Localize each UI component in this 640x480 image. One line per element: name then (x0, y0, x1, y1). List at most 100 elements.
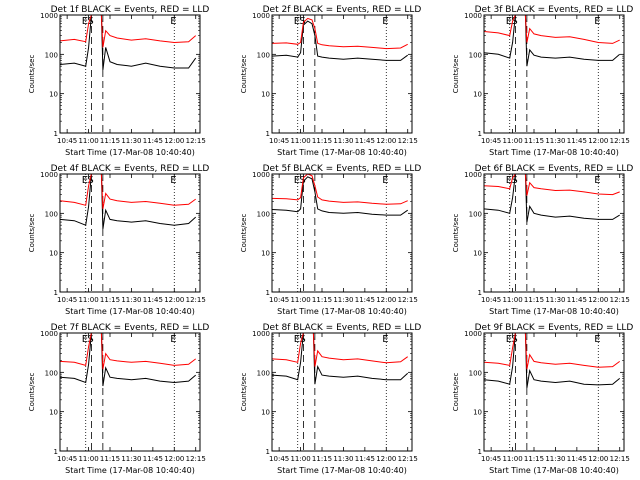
x-axis-label: Start Time (17-Mar-08 10:40:40) (277, 466, 407, 475)
chart-title: Det 5f BLACK = Events, RED = LLD (263, 164, 422, 174)
y-tick-label: 10 (261, 91, 270, 99)
marker-label: E (506, 16, 512, 27)
x-tick-label: 11:45 (143, 455, 163, 463)
x-tick-label: 12:15 (610, 296, 630, 304)
x-tick-label: 11:15 (524, 296, 544, 304)
plot-frame (59, 14, 201, 134)
y-axis-label: Counts/sec (28, 55, 36, 94)
y-axis-label: Counts/sec (240, 214, 248, 253)
x-axis-label: Start Time (17-Mar-08 10:40:40) (65, 307, 195, 316)
series-line-events (484, 174, 620, 223)
y-axis-label: Counts/sec (452, 55, 460, 94)
x-tick-label: 10:45 (57, 137, 77, 145)
y-tick-label: 100 (45, 51, 58, 59)
x-tick-label: 10:45 (481, 455, 501, 463)
marker-label: E (170, 334, 176, 345)
y-tick-label: 1000 (40, 330, 58, 338)
chart-title: Det 7f BLACK = Events, RED = LLD (51, 323, 210, 333)
x-tick-label: 11:15 (312, 296, 332, 304)
chart-panel-8f: Det 8f BLACK = Events, RED = LLD Counts/s… (240, 323, 421, 475)
plot-frame (271, 173, 413, 293)
chart-title: Det 3f BLACK = Events, RED = LLD (475, 5, 634, 15)
x-tick-label: 11:00 (78, 137, 98, 145)
chart-panel-7f: Det 7f BLACK = Events, RED = LLD Counts/s… (28, 323, 209, 475)
x-tick-label: 11:15 (524, 137, 544, 145)
series-line-events (60, 174, 197, 230)
x-axis-label: Start Time (17-Mar-08 10:40:40) (489, 307, 619, 316)
x-tick-label: 11:00 (290, 296, 310, 304)
x-tick-label: 12:00 (588, 296, 608, 304)
plot-frame (483, 173, 625, 293)
y-tick-label: 1000 (252, 171, 270, 179)
marker-label: E (382, 175, 388, 186)
y-tick-label: 10 (261, 409, 270, 417)
y-tick-label: 100 (469, 210, 482, 218)
y-tick-label: 1000 (40, 12, 58, 20)
chart-panel-6f: Det 6f BLACK = Events, RED = LLD Counts/s… (452, 164, 633, 316)
y-tick-label: 1000 (464, 12, 482, 20)
y-tick-label: 10 (473, 409, 482, 417)
x-tick-label: 11:45 (143, 137, 163, 145)
x-tick-label: 11:00 (502, 296, 522, 304)
chart-panel-2f: Det 2f BLACK = Events, RED = LLD Counts/s… (240, 5, 421, 157)
y-tick-label: 100 (45, 210, 58, 218)
y-axis-label: Counts/sec (452, 373, 460, 412)
x-axis-label: Start Time (17-Mar-08 10:40:40) (277, 307, 407, 316)
x-tick-label: 12:00 (588, 455, 608, 463)
series-line-lld (484, 333, 620, 370)
x-tick-label: 11:00 (290, 137, 310, 145)
y-tick-label: 100 (257, 210, 270, 218)
x-tick-label: 10:45 (269, 296, 289, 304)
y-tick-label: 100 (45, 369, 58, 377)
y-tick-label: 1 (478, 448, 482, 456)
y-axis-label: Counts/sec (28, 373, 36, 412)
x-tick-label: 11:00 (290, 455, 310, 463)
x-tick-label: 11:30 (545, 296, 565, 304)
plot-frame (59, 332, 201, 452)
marker-label: E (170, 16, 176, 27)
y-tick-label: 1000 (252, 12, 270, 20)
x-tick-label: 12:00 (164, 137, 184, 145)
x-tick-label: 11:00 (502, 455, 522, 463)
series-line-lld (272, 174, 408, 205)
x-axis-label: Start Time (17-Mar-08 10:40:40) (65, 148, 195, 157)
x-tick-label: 11:30 (333, 296, 353, 304)
x-tick-label: 12:00 (376, 137, 396, 145)
chart-panel-1f: Det 1f BLACK = Events, RED = LLD Counts/s… (28, 5, 209, 157)
chart-title: Det 6f BLACK = Events, RED = LLD (475, 164, 634, 174)
marker-label: E (82, 175, 88, 186)
marker-label: E (594, 175, 600, 186)
series-line-events (484, 15, 621, 67)
series-line-events (272, 20, 408, 61)
chart-title: Det 8f BLACK = Events, RED = LLD (263, 323, 422, 333)
x-tick-label: 11:15 (524, 455, 544, 463)
chart-title: Det 1f BLACK = Events, RED = LLD (51, 5, 210, 15)
series-line-lld (484, 174, 620, 196)
y-tick-label: 100 (257, 369, 270, 377)
y-tick-label: 1 (266, 448, 270, 456)
x-tick-label: 10:45 (269, 455, 289, 463)
plot-frame (271, 14, 413, 134)
x-tick-label: 10:45 (269, 137, 289, 145)
y-tick-label: 10 (473, 250, 482, 258)
x-tick-label: 12:00 (164, 296, 184, 304)
y-tick-label: 100 (257, 51, 270, 59)
plot-frame (483, 14, 625, 134)
x-tick-label: 12:15 (186, 137, 206, 145)
x-tick-label: 11:30 (121, 296, 141, 304)
chart-title: Det 9f BLACK = Events, RED = LLD (475, 323, 634, 333)
marker-label: E (382, 16, 388, 27)
marker-label: E (294, 16, 300, 27)
x-tick-label: 12:15 (186, 455, 206, 463)
x-tick-label: 11:45 (143, 296, 163, 304)
y-axis-label: Counts/sec (452, 214, 460, 253)
marker-label: E (170, 175, 176, 186)
chart-panel-9f: Det 9f BLACK = Events, RED = LLD Counts/s… (452, 323, 633, 475)
series-line-events (272, 333, 409, 385)
marker-label: E (594, 334, 600, 345)
plot-frame (59, 173, 201, 293)
x-tick-label: 10:45 (57, 455, 77, 463)
x-tick-label: 12:15 (610, 455, 630, 463)
y-tick-label: 1 (266, 289, 270, 297)
